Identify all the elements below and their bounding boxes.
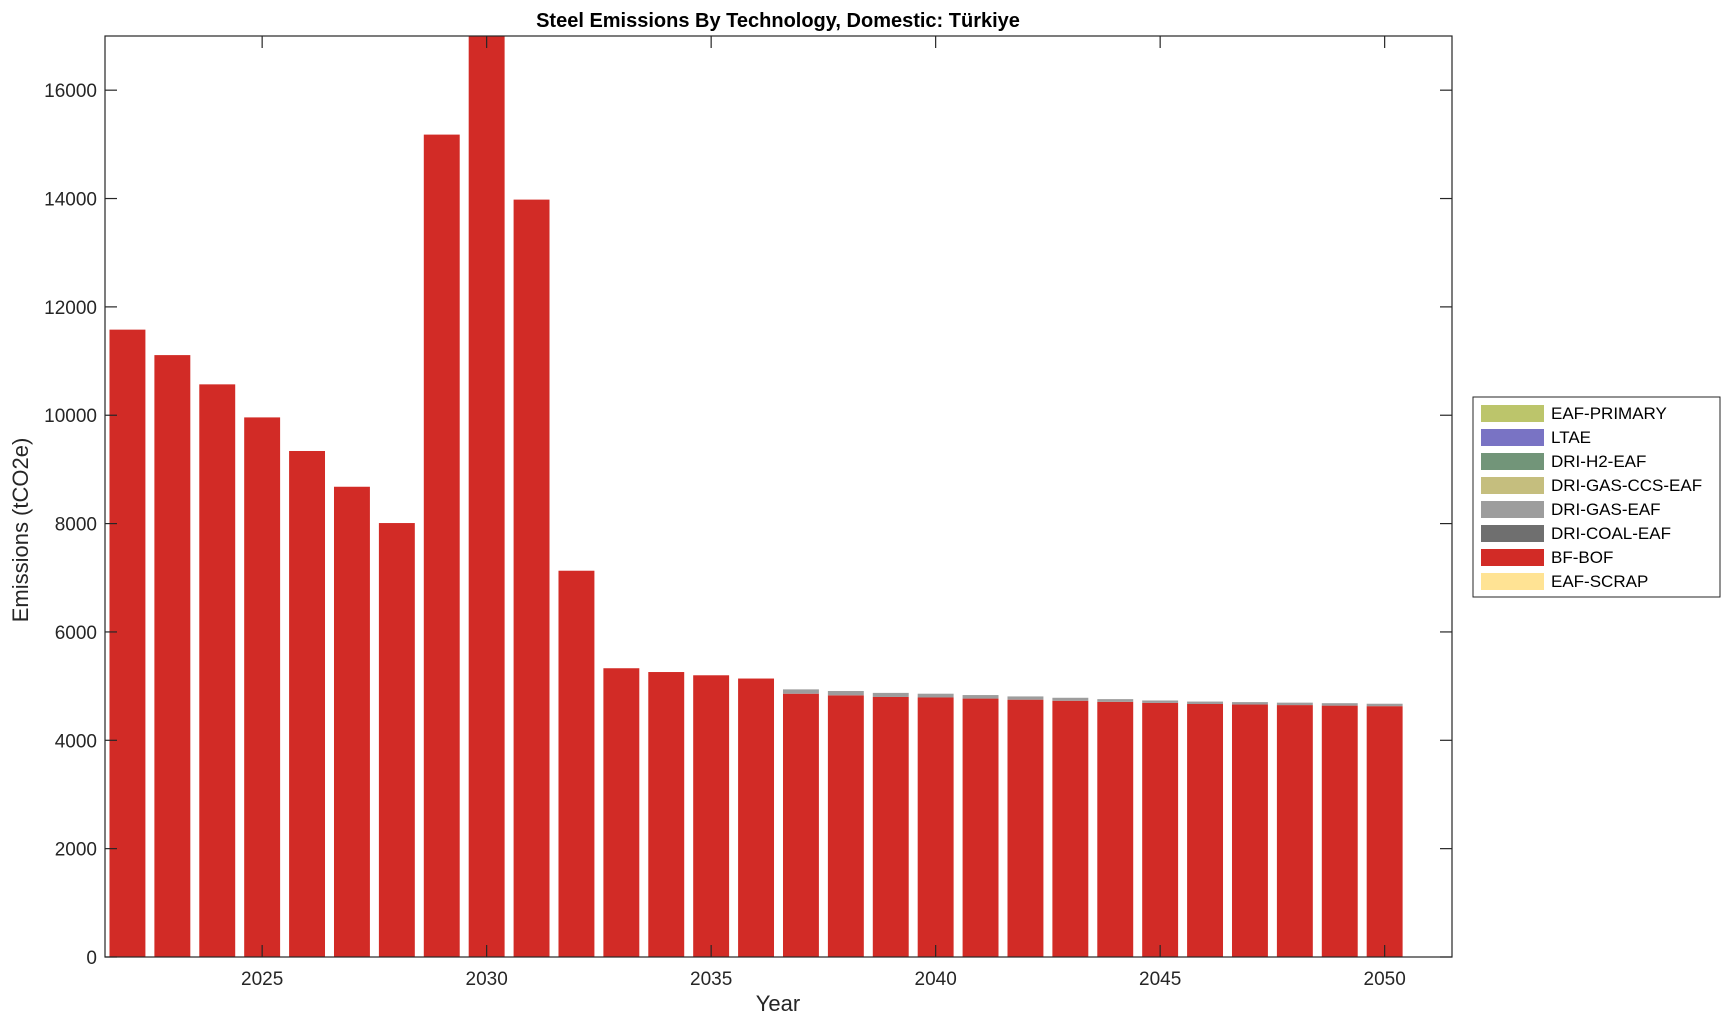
legend-swatch-dri-coal-eaf	[1481, 525, 1544, 542]
bar-dri-gas-eaf-2041	[962, 695, 999, 699]
x-tick-label: 2025	[241, 969, 283, 990]
bar-dri-gas-eaf-2037	[782, 689, 819, 694]
bar-dri-gas-eaf-2045	[1142, 700, 1179, 703]
bar-bf-bof-2048	[1276, 705, 1313, 957]
bar-bf-bof-2049	[1321, 705, 1358, 957]
bar-bf-bof-2026	[289, 450, 326, 957]
bar-bf-bof-2042	[1007, 699, 1044, 957]
legend-label-dri-coal-eaf: DRI-COAL-EAF	[1551, 524, 1671, 543]
legend-label-dri-h2-eaf: DRI-H2-EAF	[1551, 452, 1646, 471]
bar-bf-bof-2032	[558, 570, 595, 957]
bar-bf-bof-2030	[468, 36, 505, 957]
legend-swatch-ltae	[1481, 429, 1544, 446]
y-tick-label: 10000	[44, 406, 97, 427]
legend: EAF-PRIMARY LTAE DRI-H2-EAF DRI-GAS-CCS-EAF…	[1472, 396, 1721, 598]
bar-bf-bof-2045	[1142, 702, 1179, 957]
plot-area-border	[104, 35, 1453, 958]
bar-bf-bof-2034	[648, 672, 685, 957]
bar-dri-gas-eaf-2043	[1052, 697, 1089, 701]
bar-bf-bof-2037	[782, 693, 819, 957]
axes-group: 2025 2030 2035 2040 2045 2050 0 2000 4000 6000 800…	[44, 35, 1453, 990]
bar-dri-gas-eaf-2046	[1187, 701, 1224, 704]
legend-label-ltae: LTAE	[1551, 428, 1591, 447]
y-tick-label: 8000	[55, 515, 97, 536]
legend-label-eaf-primary: EAF-PRIMARY	[1551, 404, 1667, 423]
x-tick-label: 2045	[1139, 969, 1181, 990]
bar-bf-bof-2040	[917, 697, 954, 957]
bar-bf-bof-2025	[244, 417, 281, 957]
legend-swatch-eaf-scrap	[1481, 573, 1544, 590]
bar-bf-bof-2035	[693, 675, 730, 957]
bar-bf-bof-2022	[109, 329, 146, 957]
bar-bf-bof-2039	[872, 696, 909, 957]
bar-dri-gas-eaf-2050	[1366, 703, 1403, 707]
bar-bf-bof-2024	[199, 384, 236, 957]
x-tick-label: 2040	[915, 969, 957, 990]
bar-bf-bof-2023	[154, 355, 191, 957]
x-tick-label: 2050	[1364, 969, 1406, 990]
y-tick-label: 4000	[55, 731, 97, 752]
bar-bf-bof-2028	[378, 523, 415, 957]
bar-bf-bof-2033	[603, 668, 640, 957]
legend-label-dri-gas-eaf: DRI-GAS-EAF	[1551, 500, 1661, 519]
legend-box	[1472, 396, 1721, 598]
y-tick-label: 6000	[55, 623, 97, 644]
legend-swatch-dri-gas-ccs-eaf	[1481, 477, 1544, 494]
bar-bf-bof-2031	[513, 199, 550, 958]
legend-swatch-bf-bof	[1481, 549, 1544, 566]
legend-swatch-dri-h2-eaf	[1481, 453, 1544, 470]
bar-bf-bof-2044	[1097, 701, 1134, 957]
bar-bf-bof-2041	[962, 698, 999, 957]
bar-dri-gas-eaf-2040	[917, 693, 954, 698]
bar-bf-bof-2036	[738, 678, 775, 957]
bar-dri-gas-eaf-2044	[1097, 699, 1134, 702]
bar-bf-bof-2046	[1187, 703, 1224, 957]
bar-dri-gas-eaf-2039	[872, 692, 909, 697]
legend-label-dri-gas-ccs-eaf: DRI-GAS-CCS-EAF	[1551, 476, 1702, 495]
y-tick-label: 14000	[44, 190, 97, 211]
y-axis-label: Emissions (tCO2e)	[8, 438, 33, 623]
chart-title: Steel Emissions By Technology, Domestic:…	[536, 10, 1020, 32]
x-tick-label: 2035	[690, 969, 732, 990]
bar-bf-bof-2047	[1231, 704, 1268, 957]
legend-swatch-dri-gas-eaf	[1481, 501, 1544, 518]
bar-dri-gas-eaf-2048	[1276, 702, 1313, 706]
y-tick-label: 2000	[55, 840, 97, 861]
legend-swatch-eaf-primary	[1481, 405, 1544, 422]
bar-dri-gas-eaf-2038	[827, 690, 864, 696]
legend-label-eaf-scrap: EAF-SCRAP	[1551, 572, 1648, 591]
bar-bf-bof-2029	[423, 134, 460, 957]
bar-bf-bof-2043	[1052, 700, 1089, 957]
bar-dri-gas-eaf-2042	[1007, 696, 1044, 700]
x-axis-label: Year	[756, 991, 800, 1016]
bar-bf-bof-2027	[333, 486, 370, 957]
y-tick-label: 0	[86, 948, 97, 969]
legend-label-bf-bof: BF-BOF	[1551, 548, 1613, 567]
bar-dri-gas-eaf-2049	[1321, 703, 1358, 706]
bar-bf-bof-2038	[827, 695, 864, 957]
x-tick-label: 2030	[466, 969, 508, 990]
bars-group	[109, 36, 1403, 958]
bar-dri-gas-eaf-2047	[1231, 702, 1268, 705]
y-tick-label: 16000	[44, 81, 97, 102]
bar-bf-bof-2050	[1366, 706, 1403, 957]
y-tick-label: 12000	[44, 298, 97, 319]
